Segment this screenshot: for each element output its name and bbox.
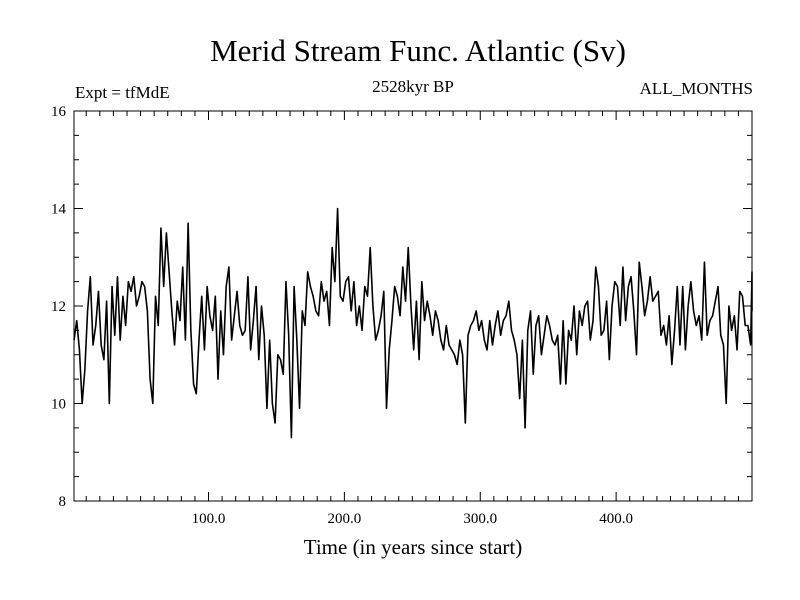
y-tick-label: 10 bbox=[51, 397, 66, 413]
period-label: 2528kyr BP bbox=[372, 77, 454, 96]
experiment-label: Expt = tfMdE bbox=[75, 83, 170, 102]
series-line bbox=[73, 207, 753, 439]
plot-frame bbox=[73, 110, 753, 502]
months-label: ALL_MONTHS bbox=[639, 79, 753, 98]
x-tick-label: 400.0 bbox=[599, 511, 633, 527]
y-tick-label: 14 bbox=[51, 202, 67, 218]
axis-ticks bbox=[74, 111, 752, 501]
x-tick-label: 100.0 bbox=[192, 511, 226, 527]
tick-labels: 100.0 200.0 300.0 400.0 8 10 12 14 16 bbox=[51, 104, 633, 527]
x-tick-label: 300.0 bbox=[463, 511, 497, 527]
x-axis-label: Time (in years since start) bbox=[303, 535, 523, 559]
y-tick-label: 12 bbox=[51, 299, 66, 315]
y-tick-label: 8 bbox=[59, 494, 67, 510]
y-tick-label: 16 bbox=[51, 104, 67, 120]
x-tick-label: 200.0 bbox=[328, 511, 362, 527]
chart-title: Merid Stream Func. Atlantic (Sv) bbox=[210, 33, 626, 68]
